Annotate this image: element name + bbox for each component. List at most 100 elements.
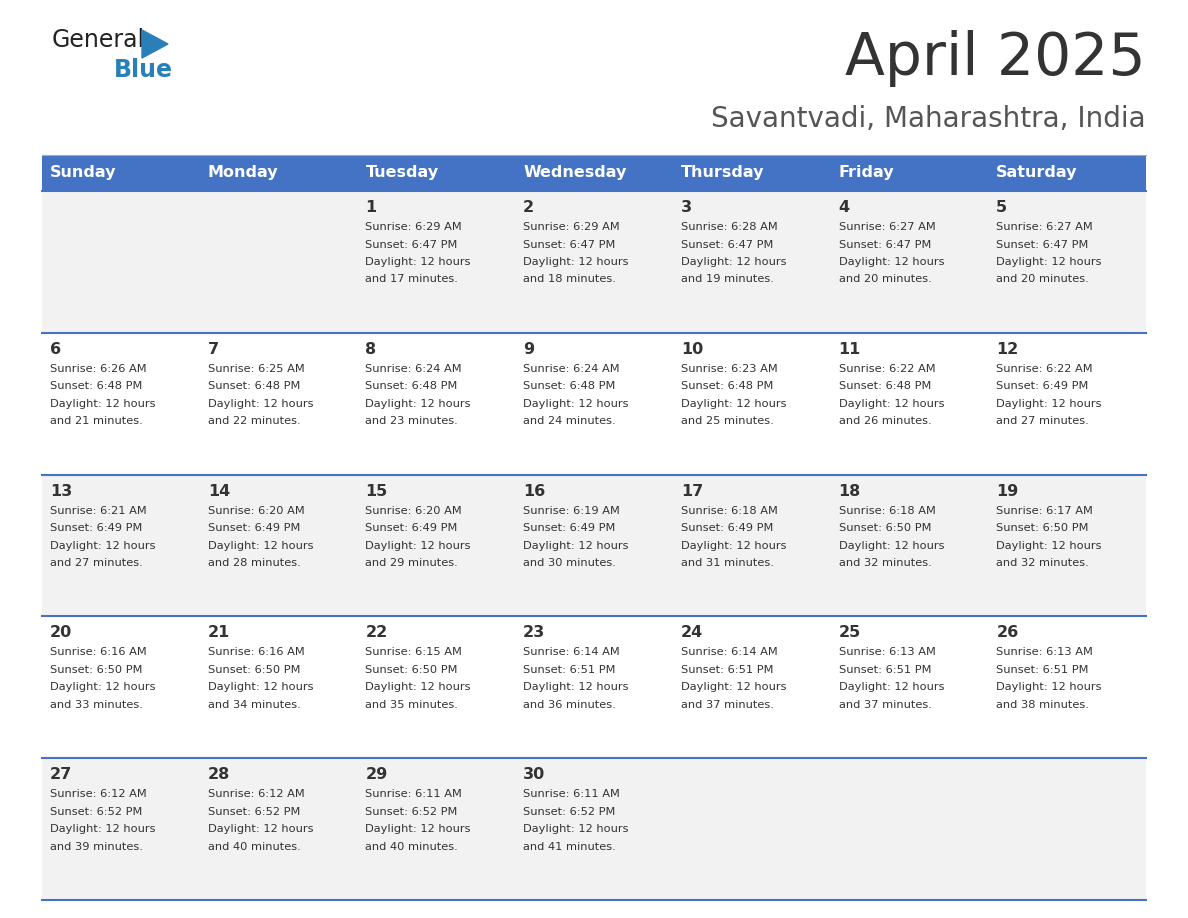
Text: Friday: Friday: [839, 165, 895, 181]
Text: and 19 minutes.: and 19 minutes.: [681, 274, 773, 285]
Bar: [358, 475, 516, 616]
Bar: [200, 333, 358, 475]
Text: and 17 minutes.: and 17 minutes.: [366, 274, 459, 285]
Bar: [988, 333, 1146, 475]
Text: 17: 17: [681, 484, 703, 498]
Bar: [516, 475, 672, 616]
Bar: [672, 191, 830, 333]
Text: Daylight: 12 hours: Daylight: 12 hours: [50, 398, 156, 409]
Bar: [42, 758, 200, 900]
Text: and 39 minutes.: and 39 minutes.: [50, 842, 143, 852]
Text: Daylight: 12 hours: Daylight: 12 hours: [839, 541, 944, 551]
Text: 1: 1: [366, 200, 377, 215]
Text: and 40 minutes.: and 40 minutes.: [208, 842, 301, 852]
Text: and 26 minutes.: and 26 minutes.: [839, 416, 931, 426]
Text: General: General: [52, 28, 145, 52]
Text: 5: 5: [997, 200, 1007, 215]
Text: and 36 minutes.: and 36 minutes.: [523, 700, 615, 710]
Text: Sunrise: 6:27 AM: Sunrise: 6:27 AM: [997, 222, 1093, 232]
Text: Daylight: 12 hours: Daylight: 12 hours: [997, 541, 1101, 551]
Text: and 20 minutes.: and 20 minutes.: [839, 274, 931, 285]
Text: Sunset: 6:51 PM: Sunset: 6:51 PM: [839, 665, 931, 675]
Text: Daylight: 12 hours: Daylight: 12 hours: [997, 682, 1101, 692]
Text: 23: 23: [523, 625, 545, 641]
Text: Sunrise: 6:17 AM: Sunrise: 6:17 AM: [997, 506, 1093, 516]
Text: Daylight: 12 hours: Daylight: 12 hours: [50, 824, 156, 834]
Text: and 33 minutes.: and 33 minutes.: [50, 700, 143, 710]
Text: 27: 27: [50, 767, 72, 782]
Text: April 2025: April 2025: [846, 30, 1146, 87]
Text: Sunset: 6:48 PM: Sunset: 6:48 PM: [366, 381, 457, 391]
Text: 19: 19: [997, 484, 1018, 498]
Text: Sunday: Sunday: [50, 165, 116, 181]
Bar: [358, 155, 516, 191]
Text: and 21 minutes.: and 21 minutes.: [50, 416, 143, 426]
Text: Sunrise: 6:16 AM: Sunrise: 6:16 AM: [208, 647, 304, 657]
Text: Sunset: 6:51 PM: Sunset: 6:51 PM: [523, 665, 615, 675]
Text: Sunset: 6:47 PM: Sunset: 6:47 PM: [366, 240, 457, 250]
Text: and 24 minutes.: and 24 minutes.: [523, 416, 615, 426]
Bar: [42, 333, 200, 475]
Bar: [988, 475, 1146, 616]
Bar: [672, 333, 830, 475]
Text: Sunset: 6:49 PM: Sunset: 6:49 PM: [523, 523, 615, 533]
Text: Daylight: 12 hours: Daylight: 12 hours: [523, 541, 628, 551]
Text: Sunset: 6:50 PM: Sunset: 6:50 PM: [50, 665, 143, 675]
Bar: [830, 155, 988, 191]
Bar: [516, 758, 672, 900]
Text: and 31 minutes.: and 31 minutes.: [681, 558, 773, 568]
Bar: [830, 758, 988, 900]
Bar: [358, 333, 516, 475]
Text: and 38 minutes.: and 38 minutes.: [997, 700, 1089, 710]
Text: Sunrise: 6:29 AM: Sunrise: 6:29 AM: [366, 222, 462, 232]
Text: 3: 3: [681, 200, 691, 215]
Text: 14: 14: [208, 484, 230, 498]
Text: and 30 minutes.: and 30 minutes.: [523, 558, 617, 568]
Text: 24: 24: [681, 625, 703, 641]
Bar: [516, 155, 672, 191]
Bar: [42, 475, 200, 616]
Text: Daylight: 12 hours: Daylight: 12 hours: [208, 541, 314, 551]
Text: Sunrise: 6:13 AM: Sunrise: 6:13 AM: [997, 647, 1093, 657]
Bar: [672, 616, 830, 758]
Text: and 41 minutes.: and 41 minutes.: [523, 842, 615, 852]
Text: Sunrise: 6:24 AM: Sunrise: 6:24 AM: [366, 364, 462, 374]
Bar: [200, 155, 358, 191]
Text: Daylight: 12 hours: Daylight: 12 hours: [366, 682, 470, 692]
Text: Daylight: 12 hours: Daylight: 12 hours: [681, 541, 786, 551]
Text: Sunset: 6:49 PM: Sunset: 6:49 PM: [681, 523, 773, 533]
Bar: [988, 155, 1146, 191]
Text: Sunset: 6:50 PM: Sunset: 6:50 PM: [366, 665, 457, 675]
Text: 30: 30: [523, 767, 545, 782]
Text: Blue: Blue: [114, 58, 173, 82]
Text: and 22 minutes.: and 22 minutes.: [208, 416, 301, 426]
Text: and 23 minutes.: and 23 minutes.: [366, 416, 459, 426]
Text: Sunset: 6:52 PM: Sunset: 6:52 PM: [366, 807, 457, 817]
Bar: [516, 191, 672, 333]
Text: Savantvadi, Maharashtra, India: Savantvadi, Maharashtra, India: [712, 105, 1146, 133]
Text: and 37 minutes.: and 37 minutes.: [681, 700, 773, 710]
Bar: [672, 155, 830, 191]
Text: Sunset: 6:48 PM: Sunset: 6:48 PM: [523, 381, 615, 391]
Text: Sunset: 6:51 PM: Sunset: 6:51 PM: [997, 665, 1088, 675]
Polygon shape: [143, 30, 168, 58]
Bar: [42, 616, 200, 758]
Text: 29: 29: [366, 767, 387, 782]
Bar: [200, 616, 358, 758]
Bar: [358, 758, 516, 900]
Text: Sunrise: 6:27 AM: Sunrise: 6:27 AM: [839, 222, 935, 232]
Text: 18: 18: [839, 484, 861, 498]
Text: Sunrise: 6:22 AM: Sunrise: 6:22 AM: [839, 364, 935, 374]
Text: and 40 minutes.: and 40 minutes.: [366, 842, 459, 852]
Text: Sunset: 6:52 PM: Sunset: 6:52 PM: [50, 807, 143, 817]
Text: Sunset: 6:52 PM: Sunset: 6:52 PM: [208, 807, 301, 817]
Text: Daylight: 12 hours: Daylight: 12 hours: [50, 682, 156, 692]
Bar: [42, 155, 200, 191]
Bar: [358, 616, 516, 758]
Bar: [672, 758, 830, 900]
Text: 11: 11: [839, 341, 861, 357]
Text: Sunrise: 6:23 AM: Sunrise: 6:23 AM: [681, 364, 778, 374]
Bar: [988, 758, 1146, 900]
Text: 26: 26: [997, 625, 1018, 641]
Bar: [830, 191, 988, 333]
